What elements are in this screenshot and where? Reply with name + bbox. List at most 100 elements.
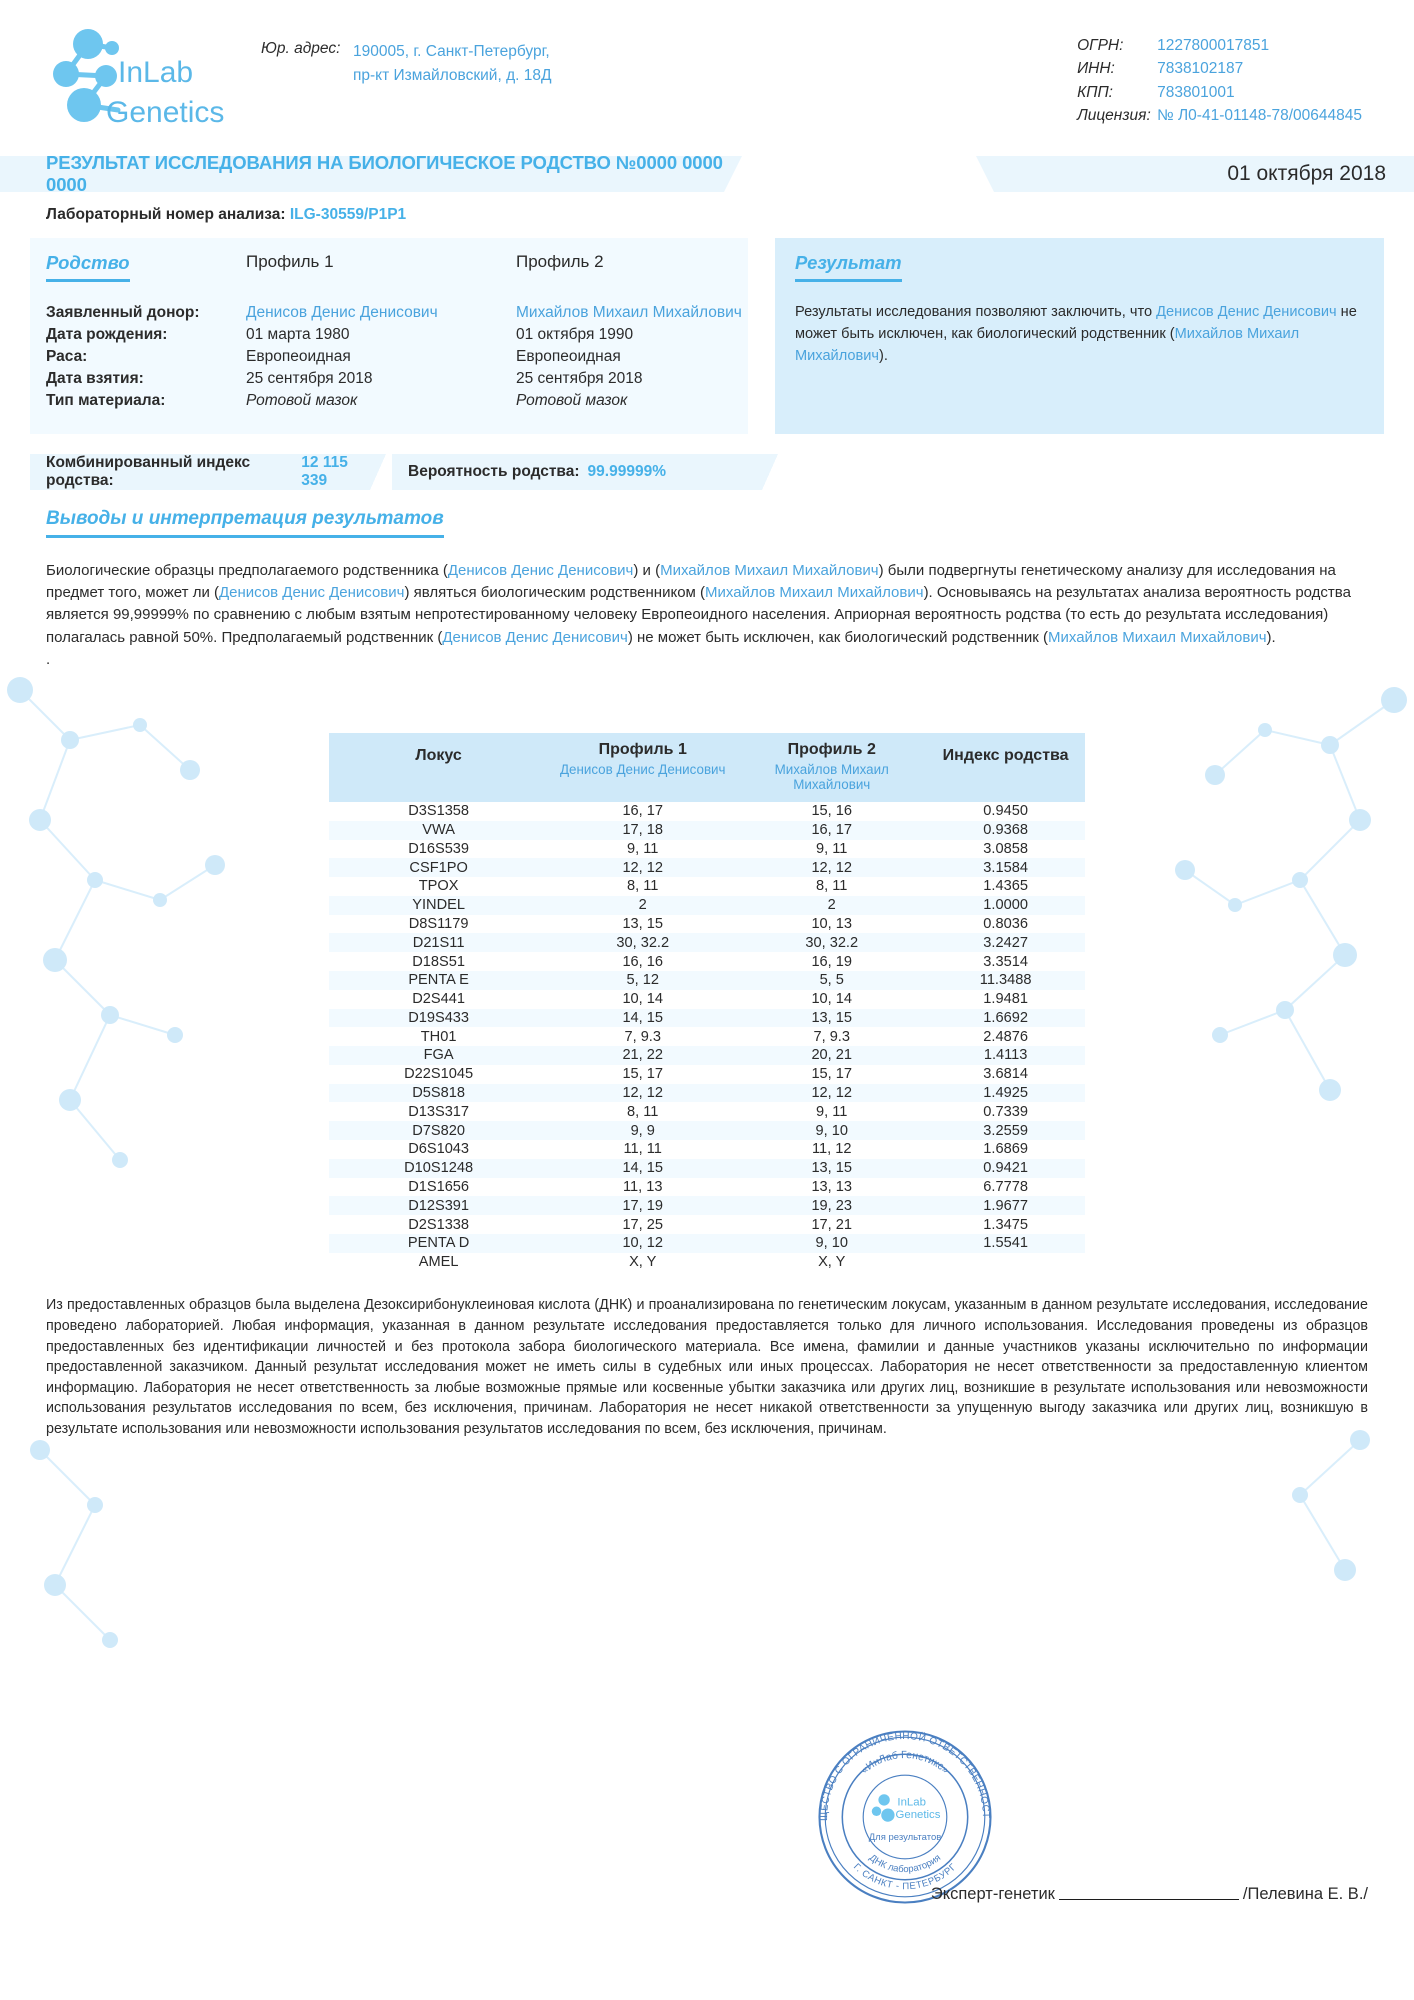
conclusions-name-2: Михайлов Михаил Михайлович <box>660 562 879 579</box>
str-cell-profile-2: 10, 14 <box>811 991 853 1008</box>
str-cell-profile-2: 9, 11 <box>816 1103 848 1120</box>
profile-row-birthdate-label: Дата рождения: <box>46 326 168 343</box>
str-cell-locus: TPOX <box>418 878 459 895</box>
str-cell-profile-2: 8, 11 <box>816 878 848 895</box>
str-cell-profile-2: X, Y <box>818 1254 846 1271</box>
title-band-spacer <box>724 156 994 192</box>
str-cell-kinship-index <box>926 1253 1085 1272</box>
str-cell-locus: PENTA D <box>407 1235 470 1252</box>
requisite-inn-label: ИНН: <box>1077 60 1115 78</box>
str-cell-profile-1: 2 <box>638 897 647 914</box>
profiles-panel: Родство Профиль 1 Профиль 2 Заявленный д… <box>30 238 748 434</box>
profile-row-collection-date-p2: 25 сентября 2018 <box>516 370 643 387</box>
str-loci-table-container: Локус Профиль 1 Денисов Денис Денисович … <box>329 732 1085 1272</box>
str-loci-table: Локус Профиль 1 Денисов Денис Денисович … <box>329 732 1085 1272</box>
profile-row-birthdate: Дата рождения: 01 марта 1980 01 октября … <box>46 324 748 346</box>
str-table-row: D7S820 9, 9 9, 10 3.2559 <box>329 1121 1085 1140</box>
str-cell-locus: D18S51 <box>412 953 465 970</box>
result-name-profile-2: Михайлов Михаил Михайлович <box>795 325 1300 364</box>
str-header-profile-2-title: Профиль 2 <box>787 740 876 758</box>
str-cell-locus: TH01 <box>420 1028 457 1045</box>
requisite-ogrn-value: 1227800017851 <box>1157 37 1270 54</box>
legal-disclaimer-text: Из предоставленных образцов была выделен… <box>46 1297 1368 1437</box>
result-text-part-1: Результаты исследования позволяют заключ… <box>795 304 1157 320</box>
str-cell-locus: VWA <box>422 822 455 839</box>
str-cell-locus: D22S1045 <box>404 1066 474 1083</box>
str-cell-kinship-index: 1.6869 <box>983 1141 1028 1158</box>
str-cell-profile-2: 16, 17 <box>811 822 853 839</box>
conclusions-paragraph: Биологические образцы предполагаемого ро… <box>46 560 1368 671</box>
conclusions-name-4: Михайлов Михаил Михайлович <box>705 584 924 602</box>
profile-2-title: Профиль 2 <box>516 252 604 271</box>
str-cell-kinship-index: 0.9421 <box>983 1160 1028 1177</box>
str-cell-profile-1: 11, 11 <box>623 1141 662 1158</box>
conclusions-text-a: Биологические образцы предполагаемого ро… <box>46 562 448 579</box>
str-cell-profile-2: 5, 5 <box>819 972 844 989</box>
result-text-part-2: не может быть исключен, как биологически… <box>795 304 1357 342</box>
requisite-ogrn: ОГРН: 1227800017851 <box>1077 34 1362 57</box>
profile-row-birthdate-p1: 01 марта 1980 <box>246 326 350 343</box>
result-name-profile-1: Денисов Денис Денисович <box>1156 304 1337 320</box>
str-cell-profile-1: 16, 16 <box>622 953 664 970</box>
str-cell-kinship-index: 0.8036 <box>983 916 1028 933</box>
str-cell-profile-1: 5, 12 <box>626 972 659 989</box>
str-cell-kinship-index: 11.3488 <box>979 972 1032 989</box>
result-conclusion-text: Результаты исследования позволяют заключ… <box>795 302 1364 368</box>
signature-expert-name: /Пелевина Е. В./ <box>1242 1885 1368 1903</box>
profile-row-collection-date-label: Дата взятия: <box>46 370 144 387</box>
str-table-row: D10S1248 14, 15 13, 15 0.9421 <box>329 1158 1085 1178</box>
str-cell-locus: D2S441 <box>412 991 465 1008</box>
str-table-row: PENTA E 5, 12 5, 5 11.3488 <box>329 970 1085 990</box>
stamp-logo-genetics: Genetics <box>896 1809 941 1821</box>
str-header-profile-1-title: Профиль 1 <box>598 740 687 758</box>
str-cell-locus: D10S1248 <box>404 1160 474 1177</box>
str-cell-kinship-index: 1.9677 <box>983 1197 1028 1214</box>
str-cell-profile-2: 12, 12 <box>811 1085 853 1102</box>
str-table-row: D22S1045 15, 17 15, 17 3.6814 <box>329 1065 1085 1084</box>
conclusions-name-5: Денисов Денис Денисович <box>442 628 628 646</box>
requisite-kpp-value: 783801001 <box>1157 83 1235 101</box>
profile-2-title-cell: Профиль 2 <box>516 252 748 282</box>
logo-text-genetics: Genetics <box>106 96 224 129</box>
profiles-rows: Заявленный донор: Денисов Денис Денисови… <box>46 302 748 412</box>
profile-row-material-type-p2: Ротовой мазок <box>516 392 628 409</box>
str-table-row: D19S433 14, 15 13, 15 1.6692 <box>329 1008 1085 1028</box>
str-table-row: D5S818 12, 12 12, 12 1.4925 <box>329 1083 1085 1103</box>
str-table-row: D13S317 8, 11 9, 11 0.7339 <box>329 1102 1085 1121</box>
requisite-license: Лицензия: № Л0-41-01148-78/00644845 <box>1077 104 1362 127</box>
profile-row-material-type-label: Тип материала: <box>46 392 166 409</box>
str-cell-profile-2: 11, 12 <box>811 1141 852 1158</box>
str-table-row: D12S391 17, 19 19, 23 1.9677 <box>329 1196 1085 1216</box>
conclusions-section-header: Выводы и интерпретация результатов <box>46 508 1414 538</box>
str-table-body: D3S1358 16, 17 15, 16 0.9450 VWA 17, 18 16, 17… <box>329 802 1085 1272</box>
str-cell-kinship-index: 0.7339 <box>983 1103 1028 1120</box>
str-table-row: D6S1043 11, 11 11, 12 1.6869 <box>329 1140 1085 1159</box>
str-cell-locus: D5S818 <box>412 1085 465 1102</box>
requisite-ogrn-label: ОГРН: <box>1077 37 1124 54</box>
str-cell-profile-1: 14, 15 <box>622 1160 664 1177</box>
str-cell-locus: CSF1PO <box>409 859 468 876</box>
str-table-row: YINDEL 2 2 1.0000 <box>329 895 1085 915</box>
str-cell-profile-1: 8, 11 <box>627 1103 659 1120</box>
str-cell-kinship-index: 1.5541 <box>983 1235 1028 1252</box>
logo-text-inlab: InLab <box>118 56 193 89</box>
company-requisites-block: ОГРН: 1227800017851 ИНН: 7838102187 КПП:… <box>1077 22 1384 127</box>
str-cell-locus: D7S820 <box>412 1122 465 1139</box>
conclusions-name-6: Михайлов Михаил Михайлович <box>1047 628 1267 646</box>
legal-address-label: Юр. адрес: <box>261 40 341 57</box>
profile-row-race-label: Раса: <box>46 348 88 365</box>
company-stamp-icon: ОБЩЕСТВО С ОГРАНИЧЕННОЙ ОТВЕТСТВЕННОСТЬЮ… <box>810 1722 992 1904</box>
profile-row-donor-p2: Михайлов Михаил Михайлович <box>516 304 742 321</box>
str-cell-locus: D21S11 <box>412 934 465 951</box>
signature-rule <box>1058 1899 1239 1900</box>
combined-kinship-index-value: 12 115 339 <box>301 454 348 489</box>
str-cell-kinship-index: 3.6814 <box>983 1066 1028 1083</box>
str-cell-profile-2: 30, 32.2 <box>805 934 859 951</box>
lab-number-label: Лабораторный номер анализа: <box>46 206 286 223</box>
str-cell-kinship-index: 3.2427 <box>983 934 1028 951</box>
str-cell-locus: D12S391 <box>408 1197 470 1214</box>
str-header-profile-1: Профиль 1 Денисов Денис Денисович <box>548 732 738 802</box>
str-table-row: TH01 7, 9.3 7, 9.3 2.4876 <box>329 1027 1085 1046</box>
str-table-row: D2S1338 17, 25 17, 21 1.3475 <box>329 1215 1085 1234</box>
str-cell-profile-1: 14, 15 <box>622 1009 664 1026</box>
